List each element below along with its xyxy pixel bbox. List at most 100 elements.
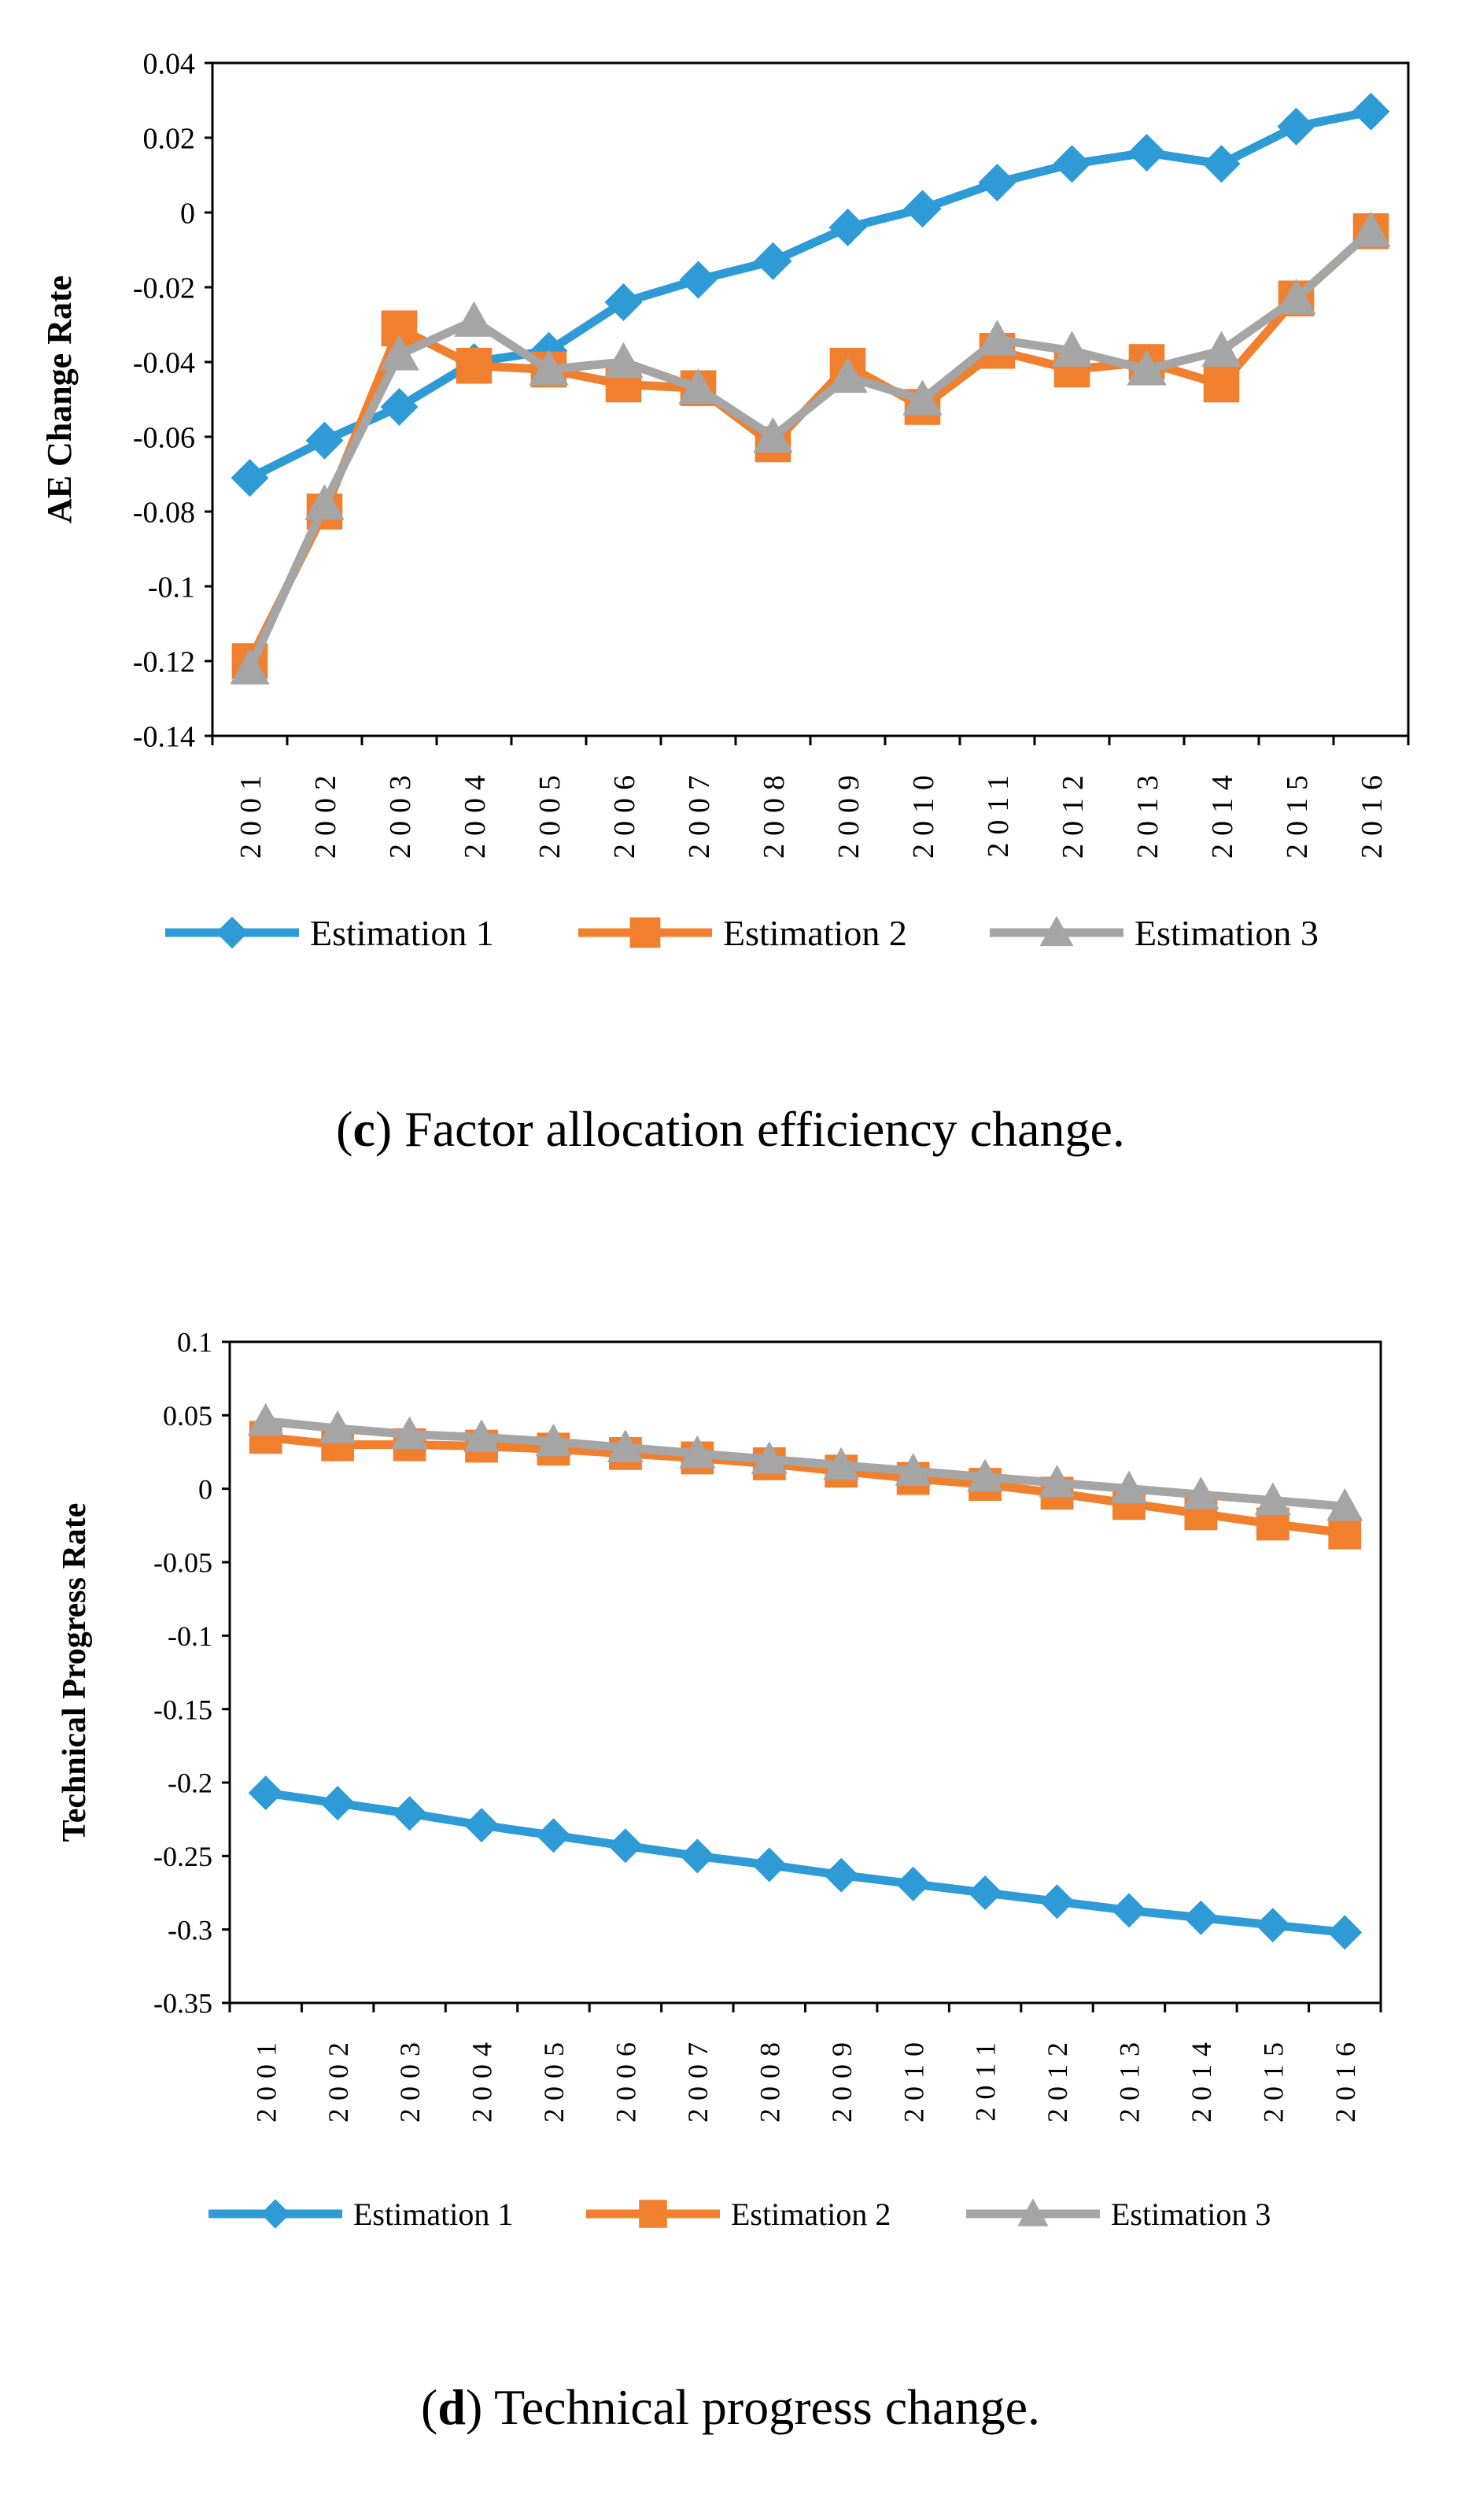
y-tick-label: -0.2: [168, 1768, 212, 1799]
x-tick-label: 2003: [384, 767, 417, 859]
y-tick-label: 0.02: [143, 122, 196, 155]
data-point: [1127, 349, 1167, 386]
y-tick-label: -0.02: [133, 272, 195, 305]
y-tick-label: -0.06: [133, 421, 195, 454]
data-point: [1201, 331, 1241, 367]
data-point: [680, 1838, 715, 1874]
data-point: [305, 421, 344, 460]
data-point: [968, 1875, 1003, 1910]
legend-item: Estimation 1: [165, 913, 494, 953]
legend-label: Estimation 3: [1134, 913, 1319, 953]
data-point: [751, 1441, 788, 1474]
caption-c-text: Factor allocation efficiency change.: [392, 1101, 1125, 1157]
data-point: [1183, 1900, 1219, 1935]
chart-c: 0.04 0.02 0 -0.02 -0.04 -0.06 -0.08 -0.1 -0.12 -0…: [40, 47, 1410, 953]
legend-label: Estimation 2: [731, 2197, 891, 2232]
x-tick-label: 2007: [682, 2034, 714, 2123]
x-tick-label: 2012: [1042, 2034, 1073, 2123]
data-point: [977, 320, 1017, 356]
data-point: [1052, 331, 1092, 367]
legend-item: Estimation 1: [208, 2197, 513, 2232]
data-point: [824, 1857, 859, 1893]
data-point: [463, 1419, 500, 1452]
x-tick-label: 2011: [970, 2034, 1002, 2122]
data-point: [304, 484, 345, 520]
data-point: [1254, 1482, 1291, 1516]
y-tick-label: -0.25: [153, 1841, 212, 1872]
x-tick-label: 2011: [982, 767, 1015, 858]
x-tick-label: 2008: [754, 2034, 785, 2123]
data-point: [536, 1818, 571, 1853]
data-point: [1277, 107, 1315, 146]
x-tick-label: 2016: [1356, 767, 1389, 859]
legend-item: Estimation 2: [586, 2197, 891, 2232]
data-point: [607, 1429, 644, 1462]
data-point: [247, 1402, 284, 1436]
data-point: [751, 1847, 787, 1883]
data-point: [464, 1808, 500, 1843]
y-tick-label: -0.1: [148, 571, 195, 604]
data-point: [1111, 1893, 1146, 1928]
legend-label: Estimation 3: [1111, 2197, 1271, 2232]
data-point: [391, 1416, 428, 1450]
x-tick-label: 2014: [1186, 2034, 1217, 2123]
x-tick-label: 2010: [907, 767, 940, 859]
legend-item: Estimation 3: [966, 2197, 1271, 2232]
data-point: [379, 334, 419, 371]
data-point: [828, 209, 867, 246]
y-tick-label: 0.05: [163, 1400, 212, 1432]
data-point: [319, 1410, 356, 1443]
data-point: [678, 368, 718, 405]
data-point: [679, 1435, 716, 1469]
data-point: [529, 349, 569, 386]
legend-swatch-marker: [216, 916, 249, 949]
series-1: [248, 1775, 1363, 1950]
x-tick-label: 2005: [538, 2034, 570, 2123]
caption-d-label: d: [437, 2379, 466, 2435]
x-tick-label: 2001: [250, 2034, 282, 2123]
series-line: [248, 107, 1372, 482]
data-point: [966, 1458, 1004, 1492]
legend: Estimation 1 Estimation 2 Estimation 3: [165, 913, 1319, 953]
data-point: [895, 1866, 931, 1901]
y-tick-label: -0.14: [133, 720, 195, 753]
data-point: [978, 164, 1016, 201]
legend-item: Estimation 2: [578, 913, 907, 953]
series-2: [231, 212, 1389, 679]
series-line: [245, 227, 1374, 671]
x-tick-label: 2013: [1114, 2034, 1146, 2123]
data-point: [895, 1453, 932, 1486]
data-point: [1127, 134, 1166, 172]
y-tick-label: -0.05: [153, 1547, 212, 1579]
legend-swatch-marker: [639, 2200, 667, 2228]
data-point: [1039, 1465, 1075, 1498]
data-point: [1255, 1908, 1290, 1943]
x-tick-label: 2006: [608, 767, 641, 859]
data-point: [1182, 1476, 1219, 1509]
caption-d: (d) Technical progress change.: [421, 2379, 1040, 2435]
y-tick-label: -0.08: [133, 496, 195, 529]
data-point: [823, 1447, 860, 1480]
data-point: [1326, 1487, 1363, 1521]
data-point: [604, 283, 643, 321]
series-line: [265, 1417, 1345, 1511]
data-point: [535, 1423, 572, 1457]
caption-d-text: Technical progress change.: [482, 2379, 1040, 2435]
x-tick-label: 2014: [1206, 767, 1239, 859]
x-tick-label: 2006: [611, 2034, 642, 2123]
x-tick-label: 2015: [1257, 2034, 1289, 2123]
data-point: [320, 1786, 356, 1821]
x-tick-label: 2012: [1057, 767, 1090, 859]
x-tick-label: 2002: [309, 767, 342, 859]
data-point: [1327, 1915, 1363, 1950]
data-point: [456, 347, 493, 384]
x-tick-label: 2015: [1281, 767, 1314, 859]
data-point: [1202, 145, 1241, 183]
legend: Estimation 1 Estimation 2 Estimation 3: [208, 2197, 1271, 2232]
data-point: [380, 388, 419, 426]
series-line: [245, 227, 1374, 663]
legend-swatch-marker: [629, 917, 661, 948]
x-tick-label: 2008: [758, 767, 791, 859]
x-tick-label: 2009: [832, 767, 865, 859]
data-point: [1110, 1470, 1148, 1504]
